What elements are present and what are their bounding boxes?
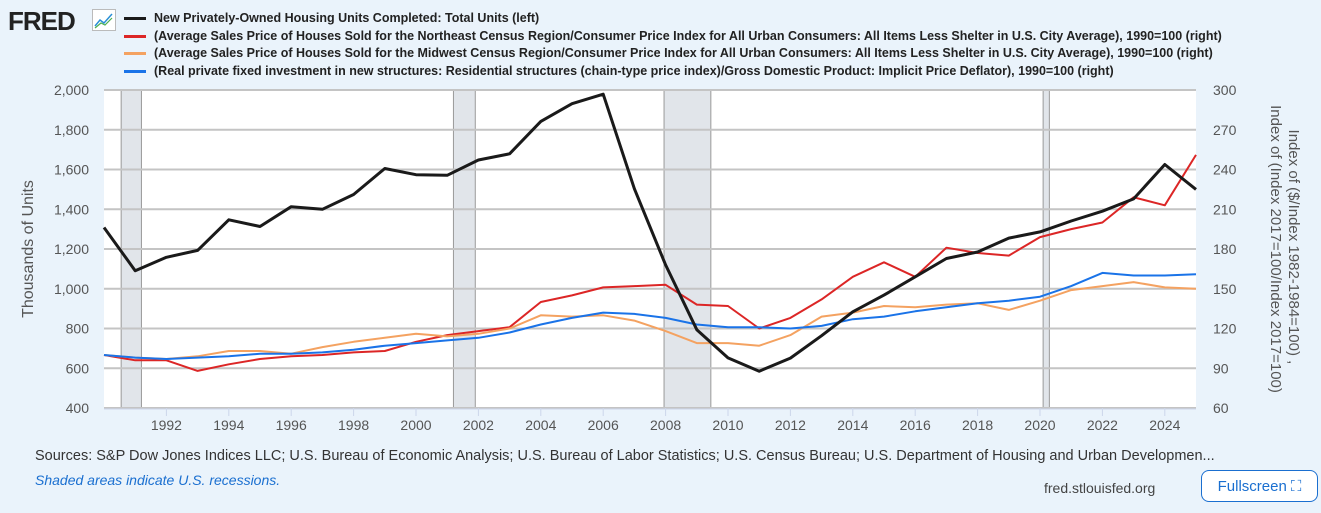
x-tick: 2006 bbox=[588, 417, 619, 433]
recession-note[interactable]: Shaded areas indicate U.S. recessions. bbox=[35, 472, 281, 488]
sources-text: Sources: S&P Dow Jones Indices LLC; U.S.… bbox=[35, 448, 1215, 464]
y-tick-left: 1,000 bbox=[54, 281, 89, 297]
x-tick: 2008 bbox=[650, 417, 681, 433]
y-tick-right: 60 bbox=[1213, 400, 1229, 416]
x-tick: 2012 bbox=[775, 417, 806, 433]
legend-label: (Real private fixed investment in new st… bbox=[154, 63, 1114, 78]
legend-item[interactable]: New Privately-Owned Housing Units Comple… bbox=[124, 10, 1222, 28]
y-tick-right: 300 bbox=[1213, 82, 1237, 98]
legend-label: (Average Sales Price of Houses Sold for … bbox=[154, 46, 1213, 60]
y-tick-left: 2,000 bbox=[54, 82, 89, 98]
legend-swatch bbox=[124, 34, 146, 38]
y-tick-right: 210 bbox=[1213, 201, 1237, 217]
x-tick: 2014 bbox=[837, 417, 868, 433]
series-line-1 bbox=[103, 154, 1197, 372]
fullscreen-icon: ⛶ bbox=[1290, 477, 1302, 495]
fred-logo[interactable]: FRED bbox=[8, 6, 76, 36]
legend-label: New Privately-Owned Housing Units Comple… bbox=[154, 11, 540, 25]
x-tick: 2022 bbox=[1087, 417, 1118, 433]
x-tick: 1996 bbox=[276, 417, 307, 433]
legend-swatch bbox=[124, 17, 146, 21]
x-tick: 2010 bbox=[712, 417, 743, 433]
x-tick: 2018 bbox=[962, 417, 993, 433]
x-tick: 2002 bbox=[463, 417, 494, 433]
y-tick-right: 180 bbox=[1213, 241, 1237, 257]
legend: New Privately-Owned Housing Units Comple… bbox=[124, 10, 1222, 80]
y-tick-right: 120 bbox=[1213, 321, 1237, 337]
x-tick: 2000 bbox=[400, 417, 431, 433]
y-axis-title-left: Thousands of Units bbox=[20, 180, 37, 318]
y-tick-left: 400 bbox=[66, 400, 90, 416]
y-tick-right: 240 bbox=[1213, 162, 1237, 178]
y-tick-left: 600 bbox=[66, 360, 90, 376]
chart-plot: 2,000 1,800 1,600 1,400 1,200 1,000 800 600 400 3… bbox=[20, 82, 1302, 433]
legend-swatch bbox=[124, 52, 146, 56]
x-tick: 2024 bbox=[1149, 417, 1180, 433]
site-link[interactable]: fred.stlouisfed.org bbox=[1044, 480, 1156, 496]
y-tick-left: 1,200 bbox=[54, 241, 89, 257]
x-tick: 1992 bbox=[151, 417, 182, 433]
x-tick: 1998 bbox=[338, 417, 369, 433]
legend-item[interactable]: (Real private fixed investment in new st… bbox=[124, 63, 1222, 81]
y-tick-right: 150 bbox=[1213, 281, 1237, 297]
series-line-0 bbox=[102, 92, 1197, 373]
y-tick-left: 1,400 bbox=[54, 201, 89, 217]
y-tick-left: 1,600 bbox=[54, 162, 89, 178]
y-tick-left: 1,800 bbox=[54, 122, 89, 138]
legend-item[interactable]: (Average Sales Price of Houses Sold for … bbox=[124, 28, 1222, 46]
y-tick-right: 90 bbox=[1213, 360, 1229, 376]
series-line-3 bbox=[103, 271, 1197, 360]
legend-label: (Average Sales Price of Houses Sold for … bbox=[154, 28, 1222, 43]
legend-item[interactable]: (Average Sales Price of Houses Sold for … bbox=[124, 45, 1222, 63]
y-axis-title-right: Index of ($/Index 1982-1984=100) , Index… bbox=[1267, 105, 1302, 393]
x-tick: 2020 bbox=[1024, 417, 1055, 433]
x-tick: 2004 bbox=[525, 417, 556, 433]
fullscreen-label: Fullscreen bbox=[1217, 477, 1287, 495]
y-tick-right: 270 bbox=[1213, 122, 1237, 138]
chart-icon bbox=[92, 9, 116, 31]
fullscreen-button[interactable]: Fullscreen ⛶ bbox=[1201, 470, 1318, 502]
x-tick: 2016 bbox=[900, 417, 931, 433]
x-tick: 1994 bbox=[213, 417, 244, 433]
y-tick-left: 800 bbox=[66, 321, 90, 337]
legend-swatch bbox=[124, 69, 146, 73]
